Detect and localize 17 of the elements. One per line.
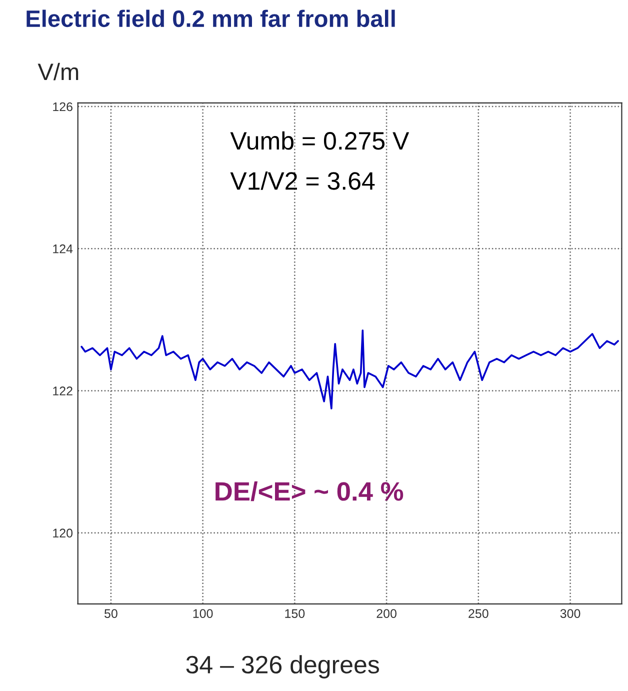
x-tick-label: 200 <box>376 609 396 618</box>
y-tick-label: 120 <box>53 528 73 538</box>
x-tick-label: 300 <box>560 609 580 618</box>
x-tick-label: 250 <box>468 609 488 618</box>
annotation: V1/V2 = 3.64 <box>230 171 375 190</box>
y-tick-label: 122 <box>53 386 72 396</box>
x-tick-label: 100 <box>193 609 213 618</box>
line-series <box>80 329 619 410</box>
x-axis-title: 34 – 326 degrees <box>186 655 380 678</box>
y-tick-label: 126 <box>53 102 72 112</box>
y-tick-label: 124 <box>53 244 73 254</box>
x-tick-label: 150 <box>285 609 305 618</box>
annotation: Vumb = 0.275 V <box>230 131 410 150</box>
annotation: DE/<E> ~ 0.4 % <box>216 481 404 502</box>
chart-title: Electric field 0.2 mm far from ball <box>26 10 395 28</box>
x-tick-label: 50 <box>104 609 118 618</box>
y-axis-title: V/m <box>38 62 78 80</box>
